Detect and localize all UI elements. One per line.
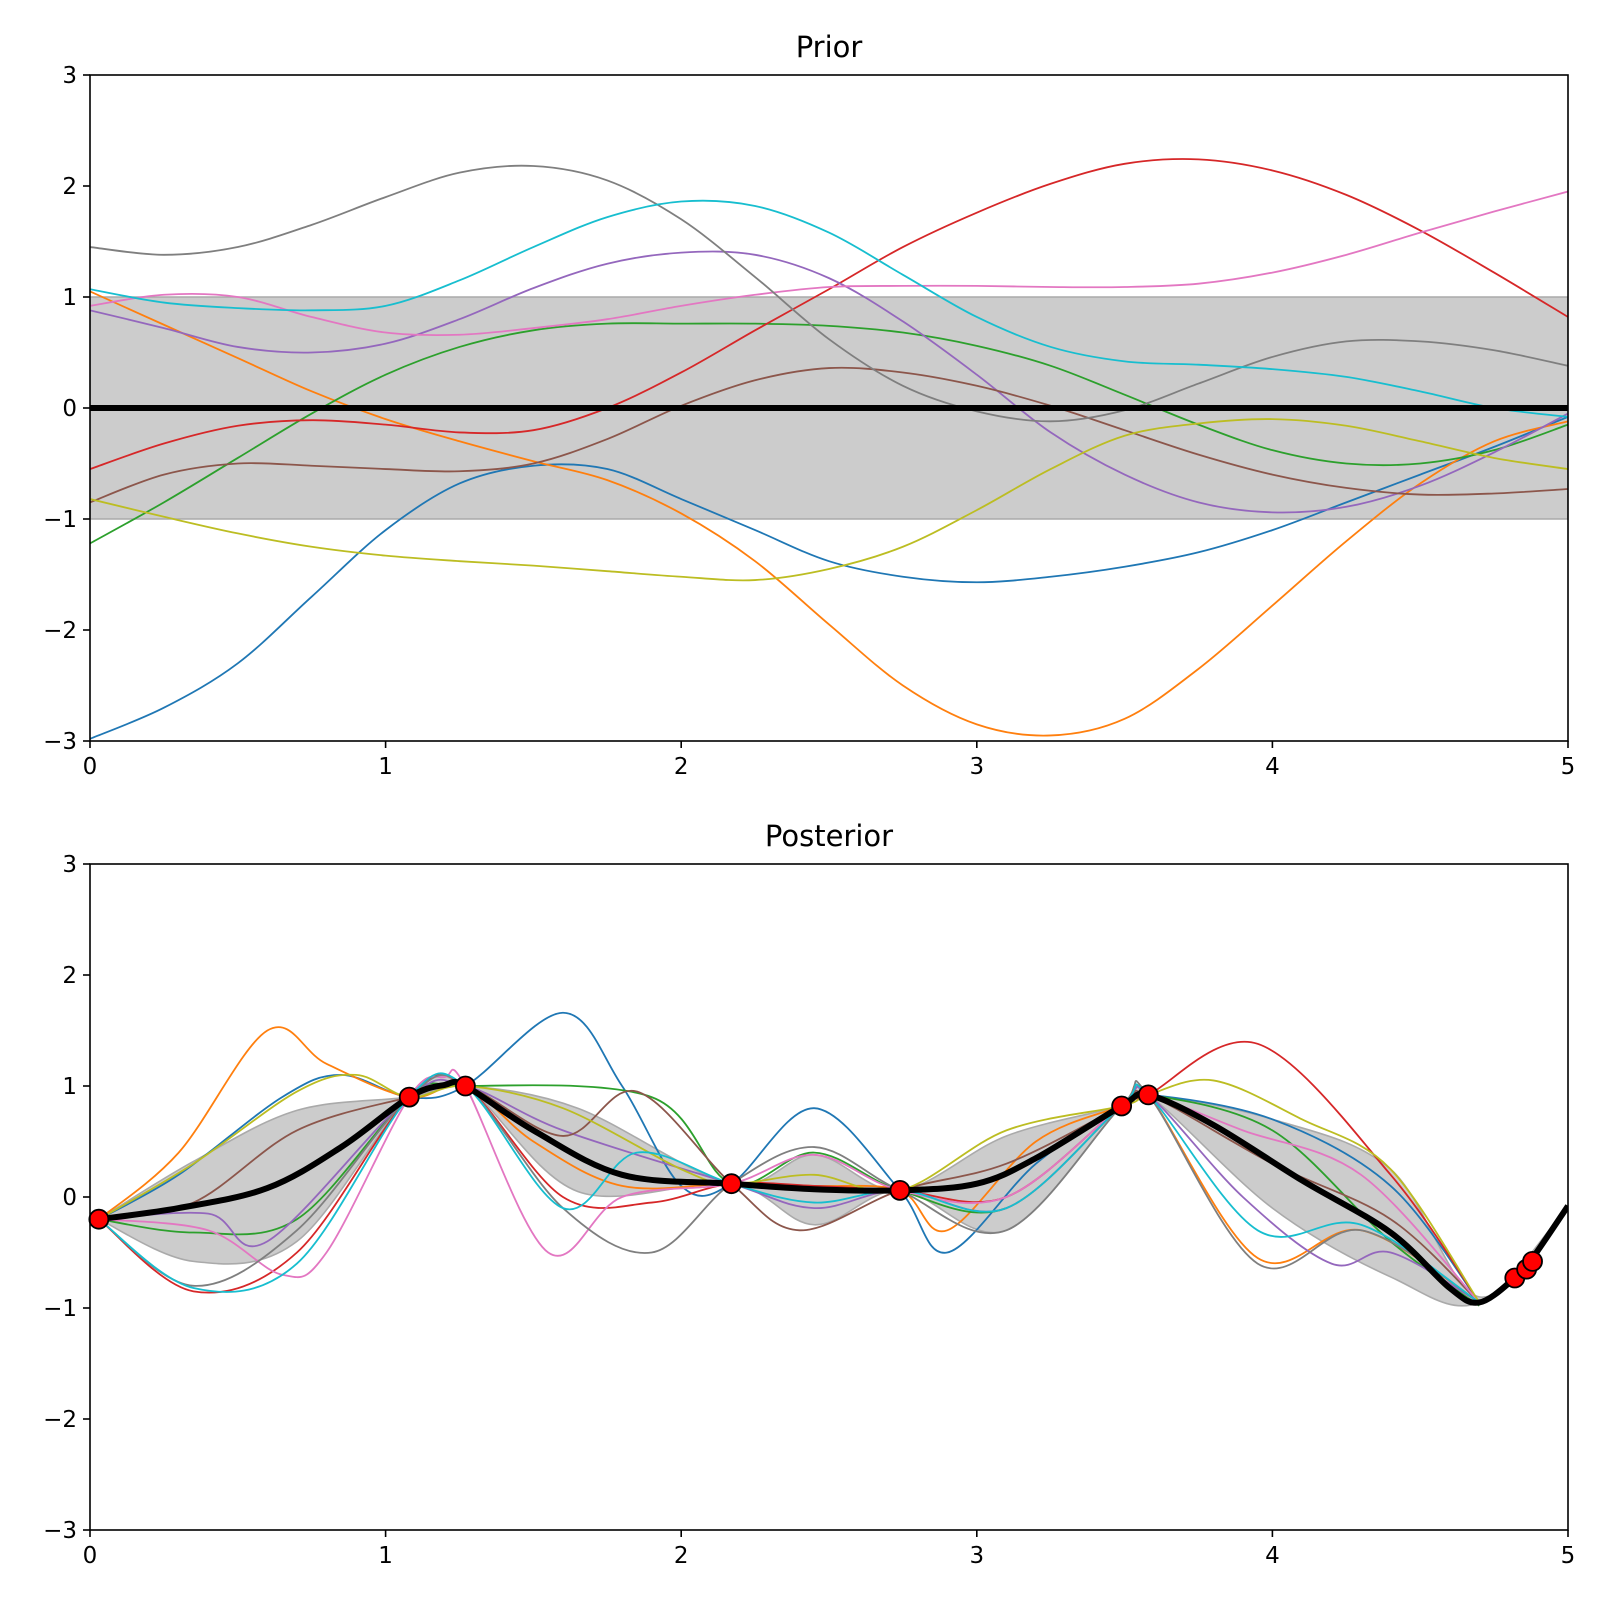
prior-x-tick-label-1: 1 — [378, 754, 393, 780]
prior-plot-area — [90, 158, 1568, 740]
posterior-observation-point-6 — [1111, 1095, 1133, 1117]
prior-y-tick-label-6: 3 — [62, 63, 77, 89]
prior-sample-line-3 — [90, 322, 1568, 545]
prior-sample-line-4 — [90, 158, 1568, 470]
prior-sample-line-2 — [90, 290, 1568, 737]
posterior-x-tick-label-0: 0 — [83, 1543, 98, 1569]
prior-y-tick-label-5: 2 — [62, 174, 77, 200]
posterior-sample-line-10 — [98, 1072, 1480, 1304]
posterior-x-tick-label-5: 5 — [1561, 1543, 1576, 1569]
prior-sample-line-5 — [90, 250, 1568, 514]
prior-sample-line-6 — [90, 366, 1568, 504]
prior-x-tick-label-5: 5 — [1561, 754, 1576, 780]
prior-sample-line-1 — [90, 416, 1568, 740]
posterior-x-tick-label-2: 2 — [674, 1543, 689, 1569]
posterior-sample-line-4 — [98, 1040, 1481, 1303]
prior-x-tick-label-0: 0 — [83, 754, 98, 780]
posterior-plot-area — [97, 1011, 1568, 1307]
posterior-x-tick-label-4: 4 — [1265, 1543, 1280, 1569]
posterior-observation-point-4 — [721, 1173, 742, 1195]
posterior-y-tick-label-2: −1 — [43, 1296, 77, 1322]
posterior-y-tick-label-1: −2 — [43, 1407, 77, 1433]
prior-sample-line-8 — [90, 164, 1568, 423]
prior-sample-line-9 — [90, 418, 1568, 582]
posterior-y-tick-label-4: 1 — [62, 1074, 77, 1100]
posterior-title: Posterior — [765, 819, 893, 853]
prior-y-tick-label-4: 1 — [62, 285, 77, 311]
posterior-y-tick-label-0: −3 — [43, 1518, 77, 1544]
posterior-observation-point-5 — [889, 1179, 911, 1201]
posterior-observation-point-3 — [455, 1075, 476, 1097]
prior-y-tick-label-2: −1 — [43, 507, 77, 533]
posterior-y-tick-label-5: 2 — [62, 963, 77, 989]
prior-x-tick-label-3: 3 — [969, 754, 984, 780]
posterior-x-tick-label-3: 3 — [969, 1543, 984, 1569]
posterior-observation-point-1 — [88, 1208, 110, 1230]
prior-y-tick-label-3: 0 — [62, 396, 77, 422]
prior-y-tick-label-1: −2 — [43, 618, 77, 644]
prior-sample-line-7 — [90, 190, 1568, 337]
posterior-y-tick-label-3: 0 — [62, 1185, 77, 1211]
prior-title: Prior — [796, 30, 863, 64]
posterior-observation-point-2 — [398, 1086, 420, 1108]
posterior-sample-line-8 — [98, 1074, 1480, 1304]
posterior-sample-line-5 — [98, 1078, 1480, 1304]
posterior-sample-line-3 — [98, 1082, 1480, 1307]
prior-panel: Prior 0 1 2 3 4 5 −3 −2 −1 0 1 2 3 — [43, 30, 1575, 780]
posterior-y-tick-label-6: 3 — [62, 852, 77, 878]
prior-x-tick-label-2: 2 — [674, 754, 689, 780]
prior-sample-line-10 — [90, 199, 1568, 418]
posterior-observation-point-7 — [1137, 1084, 1159, 1106]
prior-y-tick-label-0: −3 — [43, 729, 77, 755]
posterior-x-tick-label-1: 1 — [378, 1543, 393, 1569]
posterior-observation-point-10 — [1522, 1250, 1543, 1272]
posterior-mean-line — [98, 1078, 1568, 1306]
posterior-sample-line-9 — [98, 1073, 1481, 1303]
posterior-sample-line-6 — [98, 1083, 1480, 1304]
posterior-panel: Posterior 0 1 2 3 4 5 −3 −2 −1 0 1 2 3 — [43, 819, 1575, 1569]
prior-x-tick-label-4: 4 — [1265, 754, 1280, 780]
